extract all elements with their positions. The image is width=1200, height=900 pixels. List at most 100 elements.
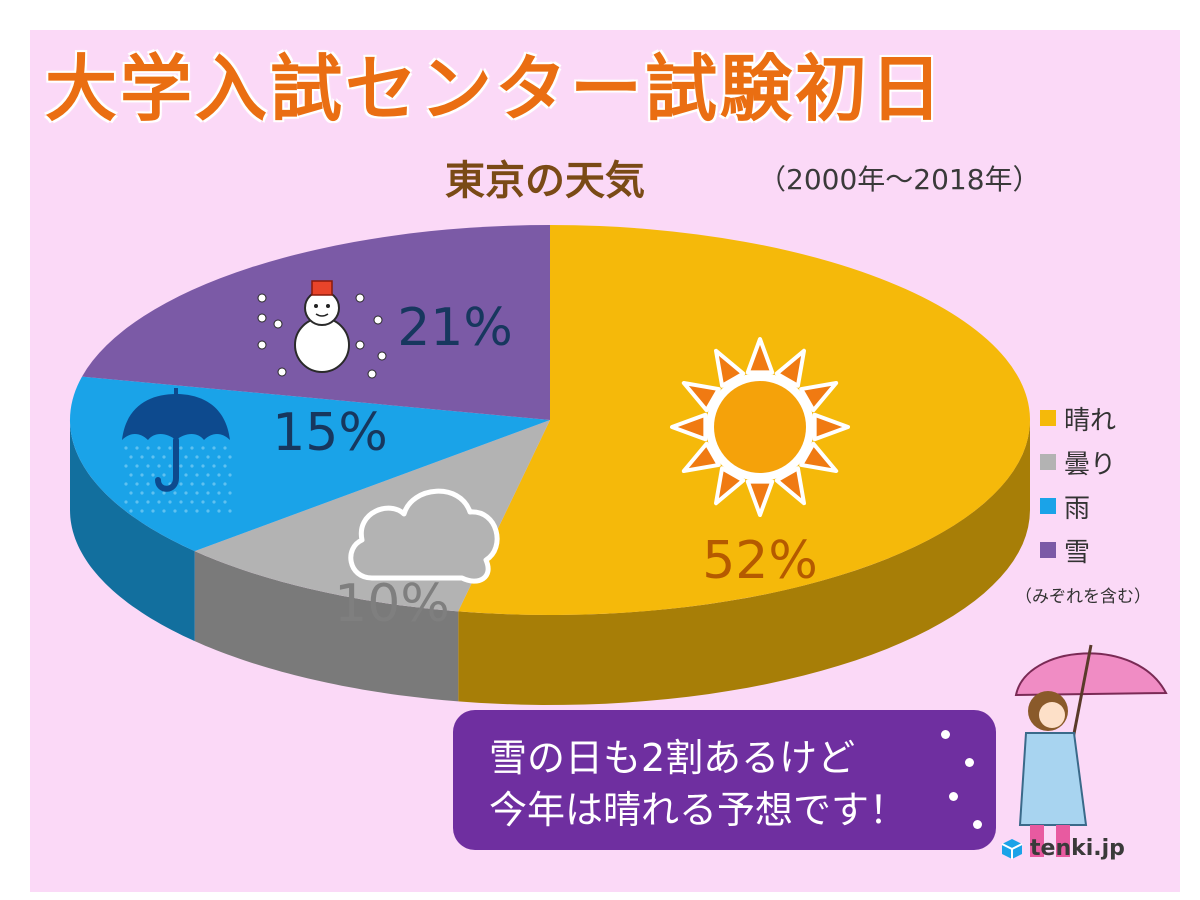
snowflake-dot — [277, 367, 287, 377]
girl-with-umbrella-illustration — [1014, 644, 1168, 857]
rain-dot — [212, 482, 216, 486]
data-label-cloudy: 10% — [334, 574, 450, 634]
rain-dot — [228, 455, 232, 459]
rain-dot — [168, 464, 172, 468]
rain-dot — [146, 500, 150, 504]
rain-dot — [140, 473, 144, 477]
snowflake-dot — [273, 319, 283, 329]
rain-dot — [201, 446, 205, 450]
sun-ray — [714, 466, 746, 506]
sun-ray — [670, 412, 708, 442]
rain-dot — [124, 482, 128, 486]
rain-dot — [223, 446, 227, 450]
rain-dot — [179, 482, 183, 486]
rain-dot — [162, 491, 166, 495]
sun-ray — [774, 466, 806, 506]
legend-label-cloudy: 曇り — [1064, 449, 1117, 480]
sun-ray — [774, 348, 806, 388]
tenki-logo: tenki.jp — [1000, 836, 1125, 861]
sun-ray — [812, 412, 850, 442]
rain-dot — [140, 509, 144, 513]
rain-dot — [223, 500, 227, 504]
rain-dot — [124, 446, 128, 450]
message-callout: 雪の日も2割あるけど 今年は晴れる予想です！ — [453, 710, 996, 850]
rain-dot — [195, 455, 199, 459]
rain-dot — [151, 473, 155, 477]
rain-dot — [190, 446, 194, 450]
rain-dot — [124, 464, 128, 468]
snowflake-dot — [355, 340, 365, 350]
legend-swatch-snow — [1040, 542, 1056, 558]
sun-icon — [670, 337, 850, 517]
rain-dot — [146, 464, 150, 468]
sun-ray — [681, 381, 721, 413]
cube-logo-icon — [1001, 838, 1023, 859]
rain-dot — [223, 482, 227, 486]
snowflake-dot — [367, 369, 377, 379]
data-label-snow: 21% — [397, 298, 513, 358]
legend-item-snow: 雪 — [1040, 528, 1116, 572]
rain-dot — [179, 464, 183, 468]
rain-dot — [135, 446, 139, 450]
rain-dot — [217, 509, 221, 513]
rain-dot — [162, 455, 166, 459]
rain-dot — [212, 464, 216, 468]
legend-item-sunny: 晴れ — [1040, 396, 1116, 440]
legend-swatch-rain — [1040, 498, 1056, 514]
message-line-2: 今年は晴れる予想です！ — [489, 788, 908, 832]
snow-dot — [973, 820, 982, 829]
rain-dot — [206, 473, 210, 477]
sun-ray — [745, 479, 775, 517]
rain-dot — [179, 500, 183, 504]
rain-dot — [184, 509, 188, 513]
rain-dot — [201, 500, 205, 504]
rain-dot — [157, 500, 161, 504]
snowflake-dot — [377, 351, 387, 361]
rain-dot — [129, 509, 133, 513]
rain-dot — [217, 455, 221, 459]
rain-dot — [228, 473, 232, 477]
rain-dot — [190, 500, 194, 504]
rain-dot — [212, 500, 216, 504]
rain-dot — [151, 509, 155, 513]
rain-dot — [195, 473, 199, 477]
pie-side-rain — [70, 420, 195, 642]
rain-dot — [129, 491, 133, 495]
sun-ray — [799, 441, 839, 473]
sun-ray — [745, 337, 775, 375]
umbrella-icon — [122, 388, 232, 513]
legend-note: （みぞれを含む） — [1015, 587, 1151, 607]
rain-dot — [201, 482, 205, 486]
pie-side-sunny — [458, 420, 1030, 705]
rain-dot — [201, 464, 205, 468]
page-title: 大学入試センター試験初日 — [45, 47, 946, 131]
rain-dot — [124, 500, 128, 504]
rain-dot — [157, 446, 161, 450]
rain-dot — [135, 500, 139, 504]
rain-dot — [151, 455, 155, 459]
rain-dot — [184, 473, 188, 477]
legend-item-cloudy: 曇り — [1040, 440, 1116, 484]
rain-dot — [140, 455, 144, 459]
snowflake-dot — [257, 293, 267, 303]
snowflake-dot — [257, 313, 267, 323]
rain-dot — [212, 446, 216, 450]
snowman-icon — [257, 280, 387, 379]
pie-label-layer: 52% 10% 15%21% — [272, 298, 818, 634]
pie-side-cloudy — [194, 551, 459, 702]
sun-ray — [681, 441, 721, 473]
rain-dot — [206, 455, 210, 459]
sun-ray — [799, 381, 839, 413]
rain-dot — [146, 482, 150, 486]
snow-dot — [941, 730, 950, 739]
sun-ray — [714, 348, 746, 388]
rain-dot — [157, 464, 161, 468]
message-line-1: 雪の日も2割あるけど — [489, 736, 856, 780]
rain-dot — [206, 509, 210, 513]
rain-dot — [173, 509, 177, 513]
rain-dot — [168, 446, 172, 450]
rain-dot — [129, 473, 133, 477]
pie-side-layer — [70, 420, 1030, 705]
rain-dot — [162, 473, 166, 477]
rain-dot — [223, 464, 227, 468]
